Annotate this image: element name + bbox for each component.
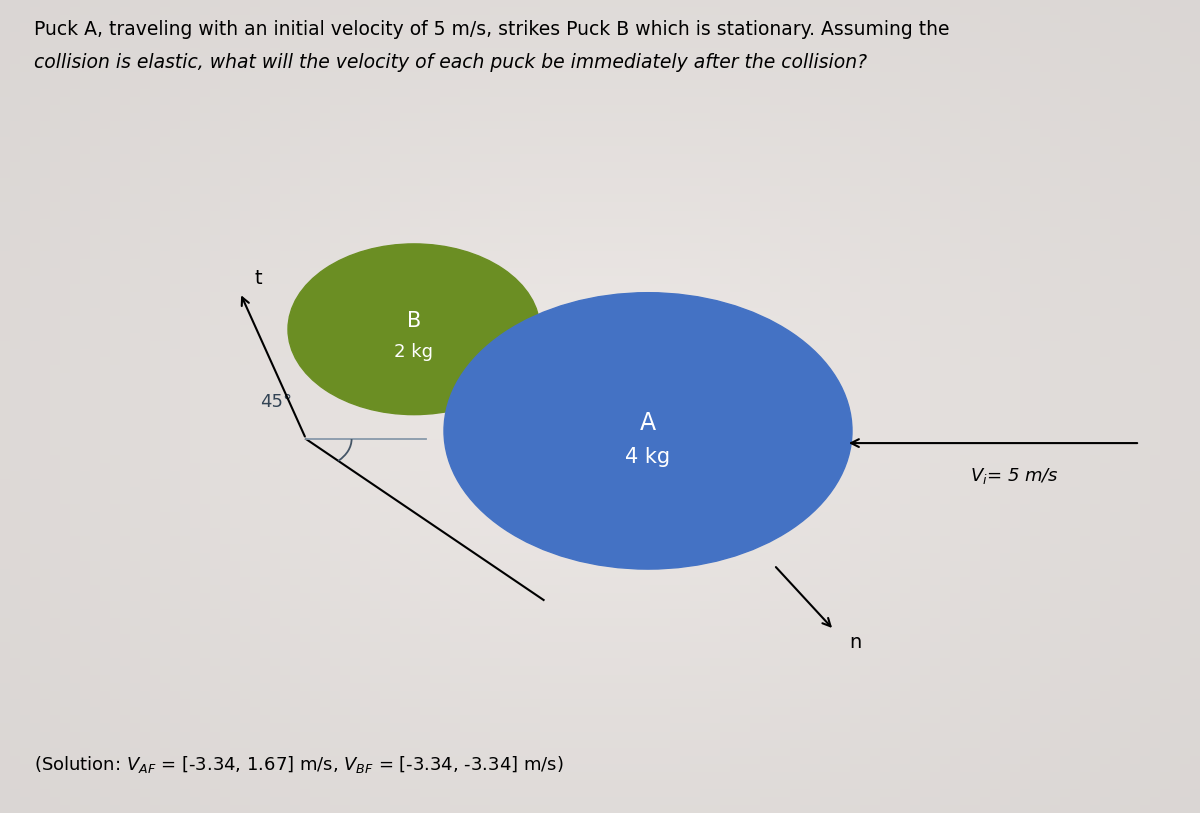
Text: 45°: 45° bbox=[260, 393, 292, 411]
Text: $V_i$= 5 m/s: $V_i$= 5 m/s bbox=[970, 466, 1058, 485]
Text: (Solution: $V_{AF}$ = [-3.34, 1.67] m/s, $V_{BF}$ = [-3.34, -3.34] m/s): (Solution: $V_{AF}$ = [-3.34, 1.67] m/s,… bbox=[34, 754, 563, 776]
Text: 2 kg: 2 kg bbox=[395, 343, 433, 361]
Text: A: A bbox=[640, 411, 656, 435]
Text: n: n bbox=[850, 633, 862, 652]
Text: Puck A, traveling with an initial velocity of 5 m/s, strikes Puck B which is sta: Puck A, traveling with an initial veloci… bbox=[34, 20, 949, 39]
Circle shape bbox=[288, 244, 540, 415]
Text: collision is elastic, what will the velocity of each puck be immediately after t: collision is elastic, what will the velo… bbox=[34, 53, 866, 72]
Text: t: t bbox=[254, 268, 262, 288]
Text: 4 kg: 4 kg bbox=[625, 447, 671, 467]
Circle shape bbox=[444, 293, 852, 569]
Text: B: B bbox=[407, 311, 421, 331]
